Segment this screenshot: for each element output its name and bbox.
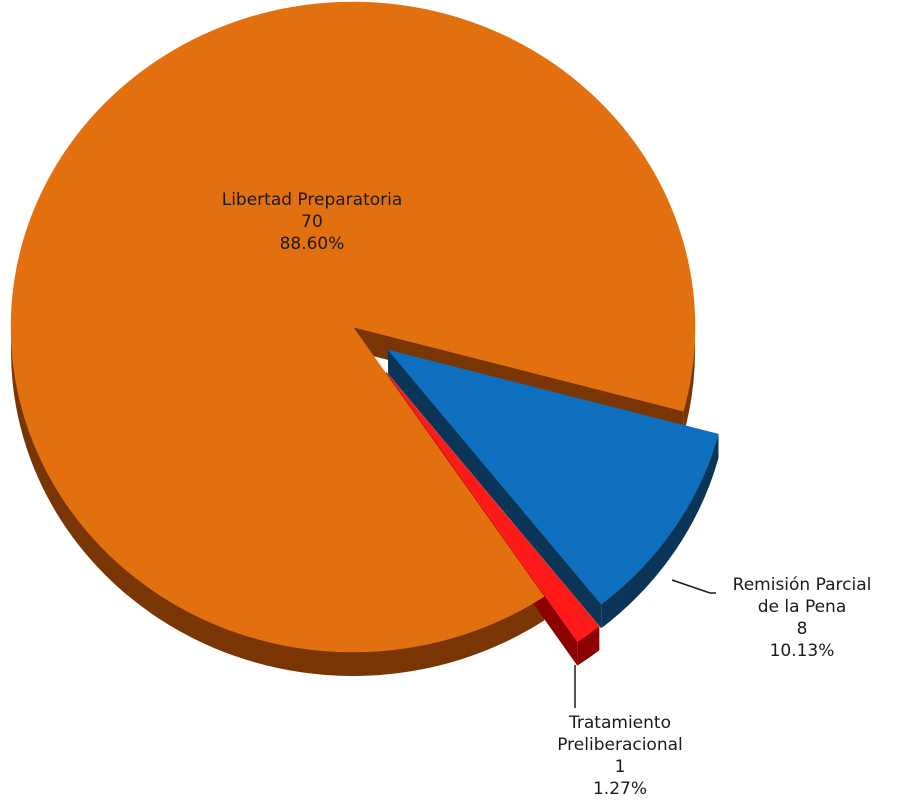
slice-label-line: Tratamiento bbox=[568, 713, 671, 733]
pie-slice-rim bbox=[601, 434, 719, 629]
leader-line bbox=[671, 579, 716, 594]
slice-label-line: 1 bbox=[615, 757, 626, 777]
slice-label-line: de la Pena bbox=[758, 597, 847, 617]
leader-lines bbox=[574, 579, 716, 708]
slice-label: Tratamiento Preliberacional 1 1.27% bbox=[557, 713, 683, 799]
slice-label-line: 1.27% bbox=[593, 779, 647, 799]
pie-slice bbox=[387, 349, 719, 605]
slice-labels: Libertad Preparatoria 70 88.60% Remisión Pa… bbox=[222, 190, 872, 799]
slice-label-line: 88.60% bbox=[280, 234, 345, 254]
slice-label: Remisión Parcial de la Pena 8 10.13% bbox=[733, 575, 872, 661]
slice-label-line: 10.13% bbox=[770, 641, 835, 661]
slice-label-line: Remisión Parcial bbox=[733, 575, 872, 595]
slice-label-line: 70 bbox=[301, 212, 323, 232]
slice-label-line: Preliberacional bbox=[557, 735, 683, 755]
slice-label: Libertad Preparatoria 70 88.60% bbox=[222, 190, 403, 254]
slice-label-line: 8 bbox=[797, 619, 808, 639]
slice-tops bbox=[10, 1, 719, 653]
slice-label-line: Libertad Preparatoria bbox=[222, 190, 403, 210]
pie-slice bbox=[385, 371, 600, 642]
pie-slice-rim bbox=[577, 626, 600, 666]
pie-slice bbox=[10, 1, 696, 653]
pie-slice-wall bbox=[388, 350, 602, 629]
